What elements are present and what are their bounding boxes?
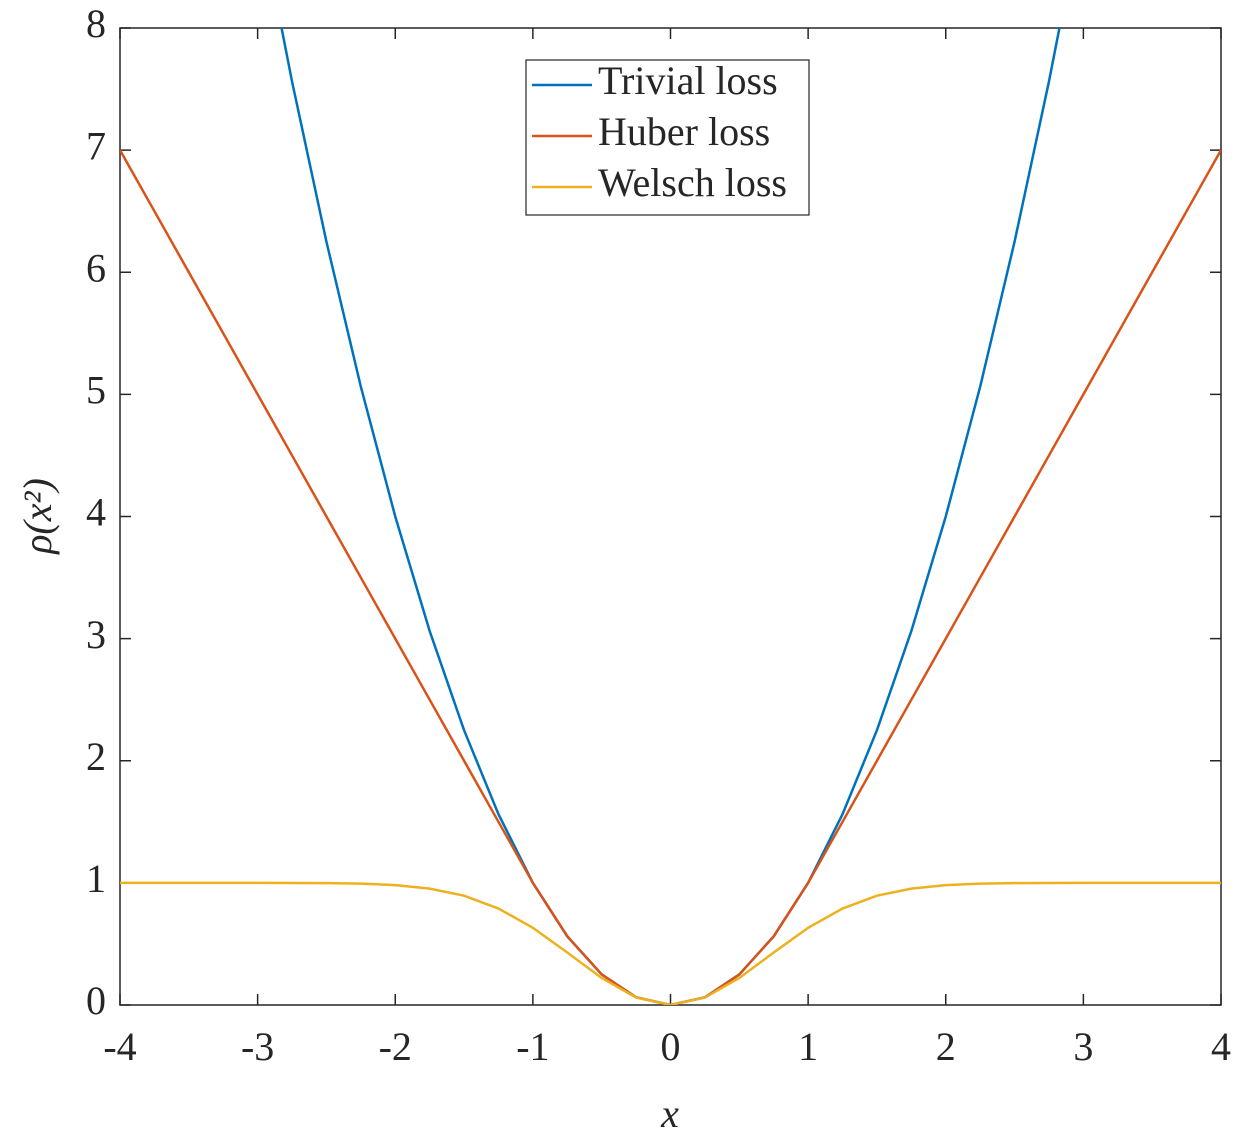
x-tick-label: -3 — [241, 1024, 274, 1069]
x-tick-label: 2 — [936, 1024, 956, 1069]
y-tick-label: 8 — [86, 1, 106, 46]
legend-label: Huber loss — [598, 109, 770, 154]
x-tick-label: -4 — [103, 1024, 136, 1069]
series-line — [120, 881, 1221, 1005]
y-tick-label: 3 — [86, 612, 106, 657]
y-tick-label: 2 — [86, 734, 106, 779]
y-tick-label: 7 — [86, 123, 106, 168]
x-tick-label: -1 — [516, 1024, 549, 1069]
x-tick-label: 1 — [798, 1024, 818, 1069]
series-line — [120, 149, 1221, 1005]
x-axis-label: x — [660, 1091, 679, 1136]
y-axis-label: ρ(x²) — [15, 478, 60, 556]
legend-label: Trivial loss — [598, 58, 778, 103]
y-tick-label: 6 — [86, 245, 106, 290]
y-tick-label: 1 — [86, 856, 106, 901]
legend-label: Welsch loss — [598, 160, 787, 205]
y-tick-label: 4 — [86, 490, 106, 535]
x-tick-label: -2 — [379, 1024, 412, 1069]
x-tick-label: 4 — [1211, 1024, 1231, 1069]
series-line — [280, 28, 1061, 1005]
y-tick-label: 5 — [86, 368, 106, 413]
x-tick-label: 3 — [1073, 1024, 1093, 1069]
x-tick-label: 0 — [661, 1024, 681, 1069]
plot-lines — [120, 28, 1221, 1005]
y-tick-label: 0 — [86, 978, 106, 1023]
